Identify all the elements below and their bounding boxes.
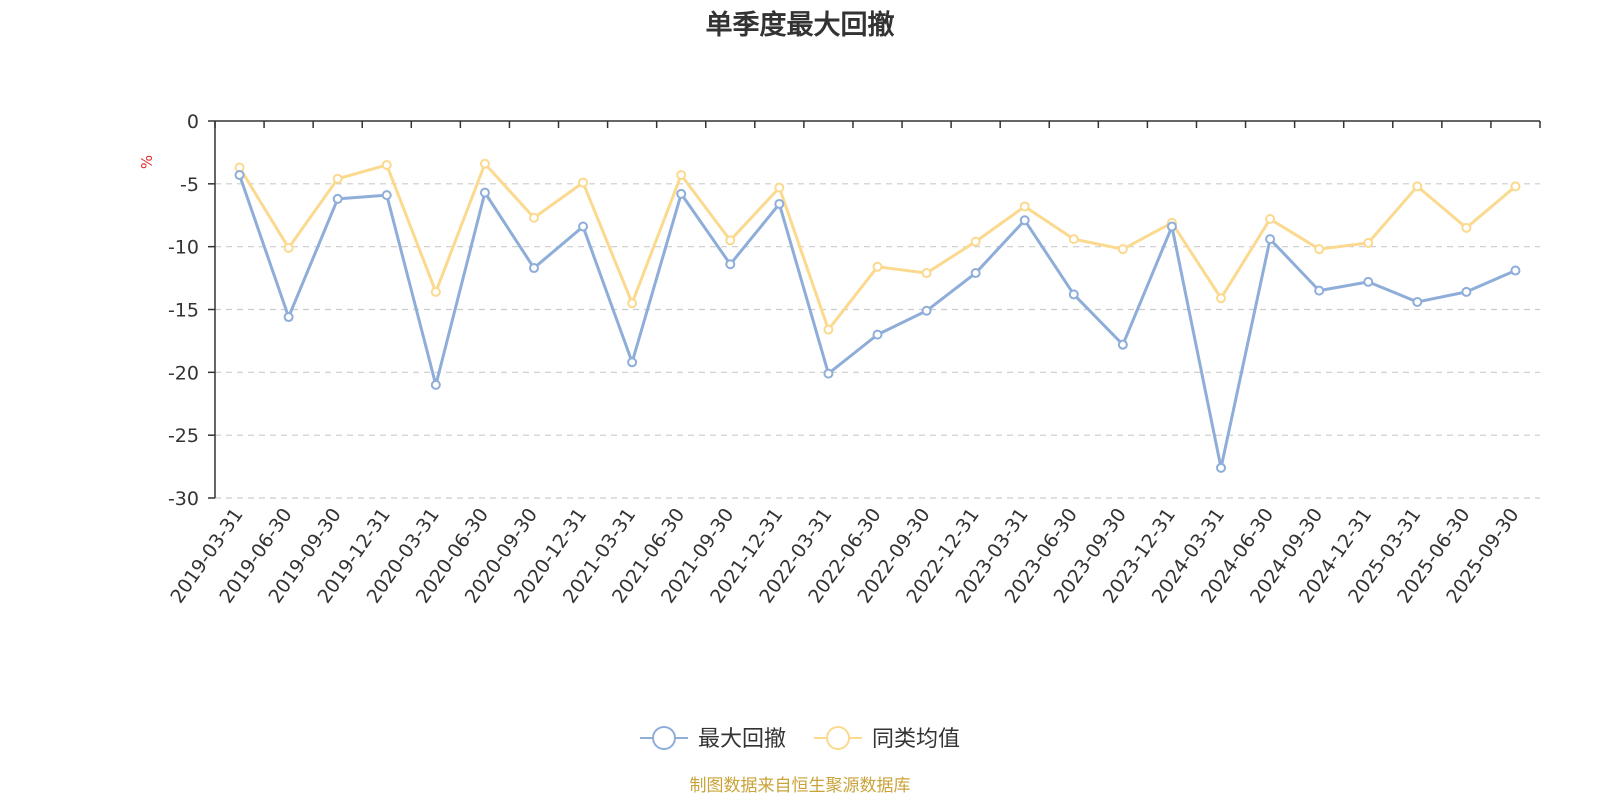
data-point[interactable]	[921, 268, 932, 279]
data-point[interactable]	[1068, 289, 1079, 300]
data-point[interactable]	[1363, 276, 1374, 287]
data-point[interactable]	[283, 312, 294, 323]
data-point[interactable]	[234, 170, 245, 181]
data-point[interactable]	[627, 357, 638, 368]
data-point[interactable]	[1019, 201, 1030, 212]
legend-marker-icon	[826, 726, 850, 750]
y-tick-label: -10	[168, 237, 199, 259]
data-point[interactable]	[627, 298, 638, 309]
data-point[interactable]	[676, 188, 687, 199]
data-point[interactable]	[725, 259, 736, 270]
data-point[interactable]	[1216, 293, 1227, 304]
data-point[interactable]	[676, 170, 687, 181]
series-layer	[234, 158, 1521, 473]
data-point[interactable]	[872, 329, 883, 340]
data-point[interactable]	[479, 187, 490, 198]
data-point[interactable]	[1117, 339, 1128, 350]
data-point[interactable]	[528, 263, 539, 274]
data-point[interactable]	[578, 221, 589, 232]
data-point[interactable]	[1412, 181, 1423, 192]
data-point[interactable]	[823, 324, 834, 335]
data-point[interactable]	[970, 268, 981, 279]
data-point[interactable]	[1510, 181, 1521, 192]
data-point[interactable]	[528, 212, 539, 223]
axes: 0-5-10-15-20-25-302019-03-312019-06-3020…	[166, 111, 1541, 607]
data-point[interactable]	[578, 177, 589, 188]
data-point[interactable]	[1314, 285, 1325, 296]
data-point[interactable]	[479, 158, 490, 169]
data-point[interactable]	[823, 368, 834, 379]
data-point[interactable]	[1412, 296, 1423, 307]
series-1	[234, 158, 1521, 335]
data-point[interactable]	[1068, 234, 1079, 245]
data-point[interactable]	[332, 193, 343, 204]
legend-item-0[interactable]: 最大回撤	[640, 726, 786, 752]
data-point[interactable]	[332, 173, 343, 184]
data-point[interactable]	[774, 182, 785, 193]
data-point[interactable]	[381, 159, 392, 170]
chart-title: 单季度最大回撤	[706, 9, 895, 41]
legend-marker-icon	[652, 726, 676, 750]
data-point[interactable]	[1363, 237, 1374, 248]
data-point[interactable]	[430, 379, 441, 390]
data-point[interactable]	[283, 242, 294, 253]
grid-lines	[215, 183, 1540, 499]
data-point[interactable]	[970, 236, 981, 247]
data-point[interactable]	[872, 261, 883, 272]
data-point[interactable]	[1265, 214, 1276, 225]
y-tick-label: -20	[168, 362, 199, 384]
y-tick-label: 0	[187, 111, 199, 133]
data-point[interactable]	[1216, 462, 1227, 473]
y-axis-unit: %	[138, 155, 156, 169]
data-point[interactable]	[1461, 286, 1472, 297]
source-note: 制图数据来自恒生聚源数据库	[690, 776, 911, 796]
data-point[interactable]	[1166, 221, 1177, 232]
data-point[interactable]	[921, 305, 932, 316]
data-point[interactable]	[1461, 222, 1472, 233]
y-tick-label: -15	[168, 300, 199, 322]
y-tick-label: -5	[180, 174, 199, 196]
series-0	[234, 170, 1521, 473]
data-point[interactable]	[1117, 244, 1128, 255]
data-point[interactable]	[1314, 244, 1325, 255]
data-point[interactable]	[381, 190, 392, 201]
data-point[interactable]	[1265, 234, 1276, 245]
data-point[interactable]	[1510, 265, 1521, 276]
y-tick-label: -25	[168, 425, 199, 447]
legend[interactable]: 最大回撤 同类均值	[640, 726, 960, 752]
data-point[interactable]	[774, 198, 785, 209]
legend-item-1[interactable]: 同类均值	[814, 726, 960, 752]
data-point[interactable]	[725, 235, 736, 246]
series-line	[238, 174, 1517, 470]
legend-label: 最大回撤	[698, 727, 786, 752]
data-point[interactable]	[1019, 215, 1030, 226]
data-point[interactable]	[430, 286, 441, 297]
legend-label: 同类均值	[872, 727, 960, 752]
y-tick-label: -30	[168, 488, 199, 510]
